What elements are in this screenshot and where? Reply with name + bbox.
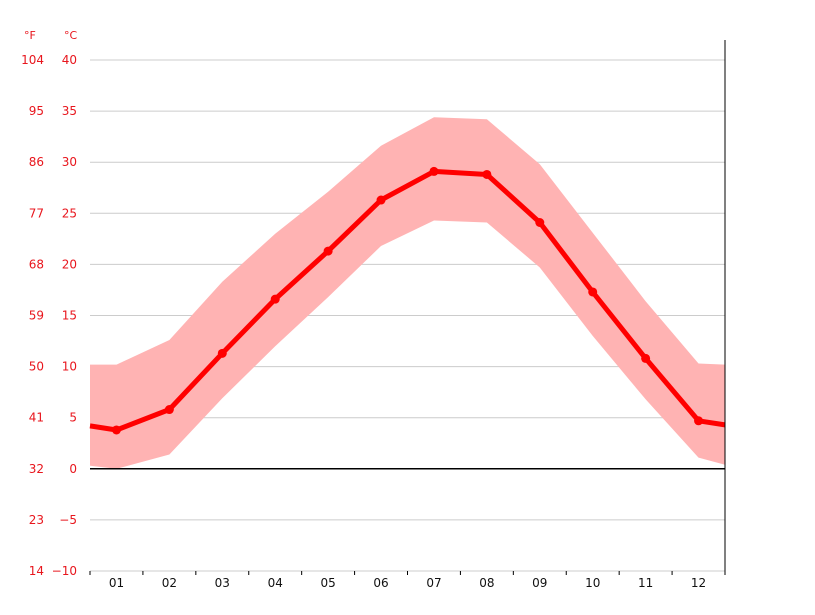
data-point [482,169,492,179]
y-tick-label-celsius: 25 [62,206,77,220]
range-band-area [90,117,725,469]
y-tick-label-fahrenheit: 77 [29,206,44,220]
y-tick-label-celsius: 15 [62,309,77,323]
x-tick-label: 09 [532,576,547,590]
y-tick-label-celsius: 5 [69,411,77,425]
y-tick-label-fahrenheit: 104 [21,53,44,67]
x-tick-label: 03 [215,576,230,590]
x-tick-label: 12 [691,576,706,590]
y-axis-labels: 104 40 95 35 86 30 77 25 68 20 59 15 50 10 41 5 32 0 23 −5 1… [21,53,77,578]
unit-label-celsius: °C [64,29,78,42]
x-tick-label: 07 [426,576,441,590]
y-tick-label-fahrenheit: 68 [29,257,44,271]
data-point [323,246,333,256]
x-tick-label: 10 [585,576,600,590]
x-tick-label: 02 [162,576,177,590]
temperature-range-band [90,117,725,469]
data-point [429,166,439,176]
y-tick-label-celsius: 0 [69,462,77,476]
x-tick-label: 01 [109,576,124,590]
unit-label-fahrenheit: °F [24,29,36,42]
data-point [535,217,545,227]
data-point [376,195,386,205]
data-point [164,405,174,415]
x-tick-label: 08 [479,576,494,590]
y-tick-label-fahrenheit: 86 [29,155,44,169]
x-axis: 01 02 03 04 05 06 07 08 09 10 11 12 [89,40,726,590]
y-tick-label-celsius: −10 [52,564,77,578]
y-tick-label-fahrenheit: 59 [29,309,44,323]
x-tick-label: 05 [320,576,335,590]
y-tick-label-fahrenheit: 32 [29,462,44,476]
y-tick-label-celsius: 20 [62,257,77,271]
y-tick-label-fahrenheit: 50 [29,360,44,374]
data-point [111,425,121,435]
data-point [270,294,280,304]
average-temperature-line [89,168,726,433]
y-tick-label-celsius: 35 [62,104,77,118]
data-point [641,353,651,363]
data-points [111,166,704,435]
y-tick-label-celsius: 10 [62,360,77,374]
x-tick-label: 06 [373,576,388,590]
data-point [588,287,598,297]
y-tick-label-fahrenheit: 41 [29,411,44,425]
y-tick-label-fahrenheit: 23 [29,513,44,527]
y-tick-label-celsius: −5 [59,513,77,527]
y-tick-label-celsius: 40 [62,53,77,67]
series-line [89,168,726,433]
y-tick-label-fahrenheit: 95 [29,104,44,118]
y-tick-label-celsius: 30 [62,155,77,169]
data-point [694,416,704,426]
y-tick-label-fahrenheit: 14 [29,564,44,578]
data-point [217,348,227,358]
x-tick-label: 04 [268,576,283,590]
x-tick-label: 11 [638,576,653,590]
